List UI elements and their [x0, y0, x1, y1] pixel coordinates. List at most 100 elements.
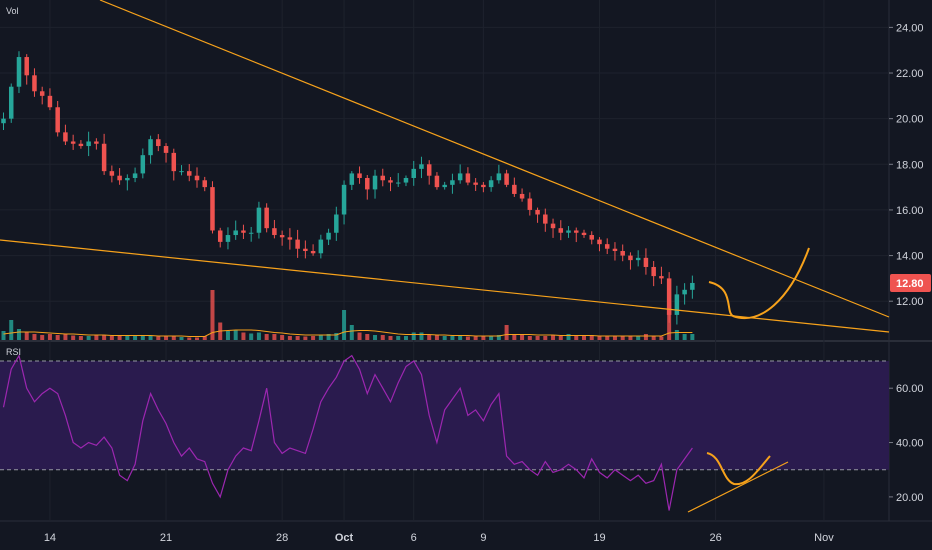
candle-body: [148, 139, 153, 156]
volume-bar: [195, 337, 199, 340]
candle-body: [349, 173, 355, 185]
volume-bar: [682, 334, 687, 340]
candle-body: [473, 182, 478, 185]
candle-body: [403, 177, 409, 183]
volume-bar: [241, 332, 246, 340]
volume-bar: [86, 336, 91, 340]
candle-body: [55, 107, 60, 133]
candle-body: [70, 141, 76, 144]
candle-body: [101, 143, 107, 172]
candle-body: [171, 152, 177, 172]
volume-bar: [589, 335, 594, 340]
volume-bar: [605, 336, 610, 340]
volume-bar: [481, 336, 486, 340]
candle-body: [140, 155, 146, 174]
candle-body: [94, 141, 99, 144]
candle-body: [465, 173, 471, 183]
volume-bar: [171, 335, 176, 340]
volume-bar: [94, 335, 99, 340]
volume-bar: [442, 336, 447, 340]
candle-body: [279, 235, 285, 238]
candle-body: [504, 173, 509, 185]
candle-body: [643, 257, 649, 267]
volume-bar: [9, 320, 14, 340]
volume-bar: [249, 333, 254, 340]
volume-bar: [674, 330, 679, 340]
volume-bar: [558, 336, 563, 340]
candle-body: [241, 230, 246, 233]
volume-bar: [612, 336, 617, 340]
volume-bar: [71, 335, 76, 340]
candle-body: [550, 223, 556, 229]
volume-bar: [156, 336, 161, 340]
candle-body: [24, 57, 29, 76]
candle-body: [217, 230, 223, 242]
volume-bar: [280, 335, 285, 340]
volume-bar: [342, 310, 347, 340]
candle-body: [628, 255, 633, 261]
volume-bar: [24, 332, 29, 340]
volume-ma-line: [3, 329, 693, 337]
projected-price-path[interactable]: [708, 247, 810, 320]
candle-body: [620, 251, 625, 256]
date-tick-label: 6: [411, 532, 417, 544]
volume-bar: [403, 336, 408, 340]
candle-body: [125, 177, 130, 181]
volume-bar: [651, 336, 656, 340]
candle-body: [612, 248, 618, 252]
volume-bar: [47, 334, 52, 340]
candle-body: [326, 232, 331, 240]
candle-body: [303, 248, 308, 252]
volume-bar: [55, 335, 60, 340]
candle-body: [47, 95, 53, 108]
candle-body: [32, 75, 37, 92]
volume-bar: [690, 334, 695, 340]
volume-bar: [535, 336, 540, 340]
candle-body: [543, 214, 548, 224]
volume-bar: [551, 335, 556, 340]
candle-body: [496, 173, 502, 181]
rsi-tick-label: 40.00: [896, 438, 924, 450]
projected-rsi-path[interactable]: [706, 452, 771, 486]
date-tick-label: Nov: [814, 532, 834, 544]
candle-body: [666, 278, 672, 315]
volume-bar: [365, 334, 370, 340]
volume-bar: [543, 336, 548, 340]
volume-bar: [164, 336, 169, 340]
price-tick-label: 12.00: [896, 296, 924, 308]
volume-bar: [659, 336, 664, 340]
candle-body: [419, 164, 424, 169]
date-tick-label: 19: [593, 532, 605, 544]
candle-body: [674, 294, 680, 315]
volume-bar: [78, 336, 83, 340]
date-tick-label: 21: [160, 532, 172, 544]
volume-bar: [388, 336, 393, 340]
candle-body: [264, 207, 269, 229]
candle-body: [132, 173, 138, 178]
candle-body: [488, 180, 494, 188]
volume-bar: [597, 336, 602, 340]
candle-body: [365, 177, 370, 190]
candle-body: [109, 171, 115, 176]
volume-bar: [326, 334, 331, 340]
candle-body: [179, 171, 184, 173]
volume-bar: [179, 337, 184, 340]
date-tick-label: 9: [480, 532, 486, 544]
lower-trendline[interactable]: [0, 239, 890, 333]
price-tick-label: 22.00: [896, 68, 924, 80]
price-tick-label: 16.00: [896, 205, 924, 217]
upper-trendline[interactable]: [99, 0, 890, 318]
price-tick-label: 18.00: [896, 159, 924, 171]
rsi-trendline[interactable]: [687, 461, 789, 513]
volume-bar: [148, 336, 153, 340]
price-tick-label: 14.00: [896, 251, 924, 263]
volume-bar: [109, 336, 114, 340]
volume-bar: [636, 336, 641, 340]
rsi-tick-label: 20.00: [896, 492, 924, 504]
price-tick-label: 20.00: [896, 114, 924, 126]
candle-body: [163, 146, 169, 153]
volume-bar: [264, 334, 269, 340]
date-tick-label: 26: [709, 532, 721, 544]
